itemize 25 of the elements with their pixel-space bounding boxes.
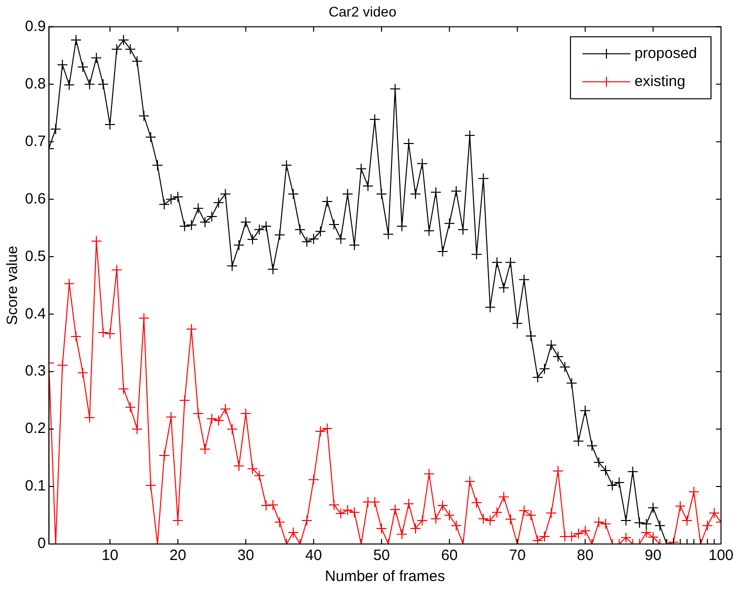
legend-label: proposed [634, 44, 698, 62]
x-tick-label: 90 [644, 547, 662, 564]
y-tick-label: 0.8 [24, 75, 46, 92]
y-tick-label: 0.2 [24, 420, 46, 438]
y-tick-label: 0.1 [24, 478, 46, 495]
y-tick-label: 0.4 [24, 305, 46, 322]
y-axis-title: Score value [4, 246, 22, 326]
legend-label: existing [634, 72, 686, 90]
y-tick-label: 0.7 [24, 132, 46, 150]
y-tick-label: 0 [38, 535, 46, 552]
y-tick-label: 0.3 [24, 362, 46, 380]
x-tick-label: 30 [237, 547, 254, 564]
x-tick-label: 40 [305, 547, 322, 564]
y-tick-label: 0.6 [24, 190, 46, 208]
y-tick-label: 0.9 [24, 18, 46, 35]
x-tick-label: 50 [373, 547, 390, 564]
y-tick-label: 0.5 [24, 248, 46, 265]
x-tick-label: 20 [170, 547, 186, 564]
x-tick-label: 10 [102, 547, 118, 564]
x-tick-label: 60 [441, 547, 458, 564]
x-axis-title: Number of frames [324, 568, 445, 586]
x-tick-label: 80 [576, 547, 594, 564]
x-tick-label: 70 [508, 547, 526, 564]
chart-title: Car2 video [328, 3, 397, 20]
x-tick-label: 100 [708, 547, 734, 564]
